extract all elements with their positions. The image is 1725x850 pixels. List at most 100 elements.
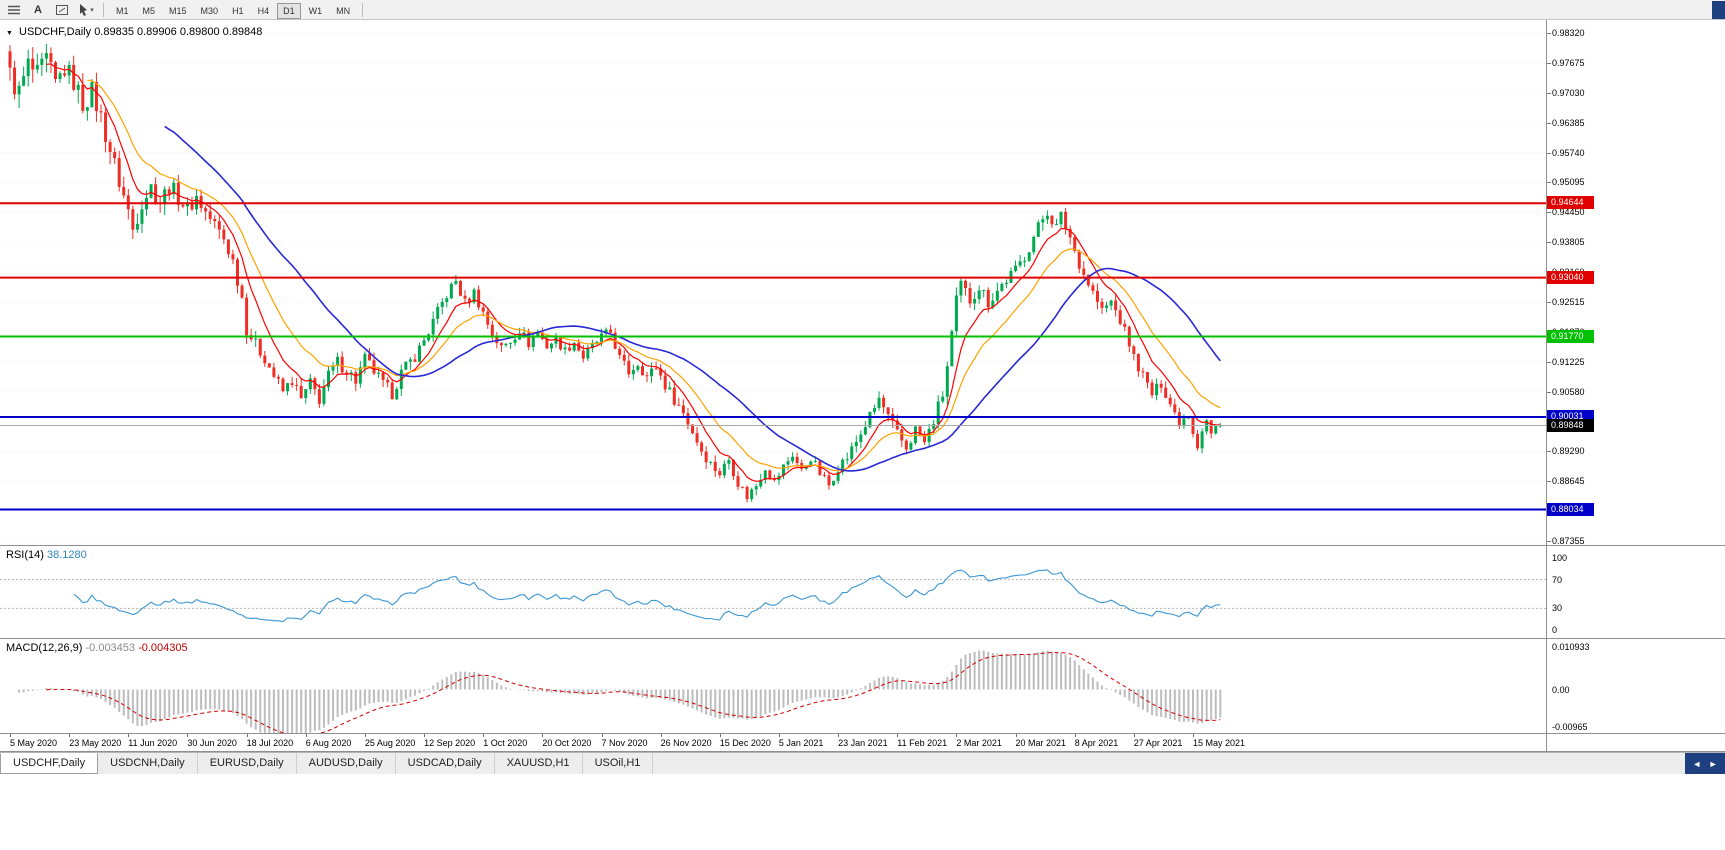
date-tick-label: 25 Aug 2020 <box>364 734 416 748</box>
price-tick-label: 0.91225 <box>1547 356 1585 367</box>
ma-fast-line <box>46 63 1221 482</box>
macd-indicator-label: MACD(12,26,9) -0.003453 -0.004305 <box>6 642 188 654</box>
date-tick-label: 7 Nov 2020 <box>601 734 648 748</box>
timeframe-button-h4[interactable]: H4 <box>257 5 270 16</box>
date-tick-label: 12 Sep 2020 <box>424 734 476 748</box>
pane-separator-main-rsi[interactable] <box>0 545 1725 546</box>
macd-signal-value: -0.004305 <box>138 642 188 654</box>
price-tick-label: 0.95740 <box>1547 147 1585 158</box>
price-tick-label: 0.93805 <box>1547 237 1585 248</box>
chart-window-bottom-border <box>0 751 1725 752</box>
pane-separator-rsi-macd[interactable] <box>0 638 1725 639</box>
chart-object-icon[interactable] <box>51 1 73 18</box>
rsi-scale-label: 100 <box>1552 553 1568 563</box>
tile-windows-icon[interactable] <box>3 1 25 18</box>
timeframe-button-mn[interactable]: MN <box>336 5 351 16</box>
one-click-trading-toggle[interactable]: ▼ <box>6 30 13 37</box>
text-tool-glyph: A <box>34 3 42 16</box>
date-tick-label: 8 Apr 2021 <box>1074 734 1119 748</box>
level-price-badge: 0.88034 <box>1547 502 1594 516</box>
rsi-line <box>73 569 1221 623</box>
macd-chart-canvas[interactable] <box>0 639 1546 733</box>
chart-tab-audusd-daily[interactable]: AUDUSD,Daily <box>297 753 396 774</box>
price-tick-label: 0.96385 <box>1547 117 1585 128</box>
grid-lines <box>0 32 1546 542</box>
timeframe-toolbar: M1 M5 M15 M30 H1 H4 D1 W1 MN <box>109 1 357 19</box>
cursor-tool-icon[interactable]: ▾ <box>75 1 97 18</box>
price-tick-label: 0.97675 <box>1547 57 1585 68</box>
chart-tab-usdcnh-daily[interactable]: USDCNH,Daily <box>98 753 198 774</box>
price-axis[interactable]: 0.98320 0.97675 0.97030 0.96385 0.95740 0.950… <box>1546 20 1725 733</box>
price-tick-label: 0.89290 <box>1547 446 1585 457</box>
rsi-indicator-label: RSI(14) 38.1280 <box>6 549 87 561</box>
timeframe-button-m30[interactable]: M30 <box>200 5 219 16</box>
chart-tab-eurusd-daily[interactable]: EURUSD,Daily <box>198 753 297 774</box>
date-tick-label: 23 Jan 2021 <box>838 734 888 748</box>
price-tick-label: 0.87355 <box>1547 536 1585 546</box>
pane-separator-date-axis <box>0 733 1725 734</box>
toolbar-separator <box>103 2 104 17</box>
timeframe-button-d1[interactable]: D1 <box>277 2 301 19</box>
rsi-scale-label: 70 <box>1552 574 1563 585</box>
price-tick-label: 0.98320 <box>1547 28 1585 38</box>
chart-symbol-label: USDCHF,Daily <box>19 26 92 38</box>
chart-ohlc-values: 0.89835 0.89906 0.89800 0.89848 <box>94 26 263 38</box>
timeframe-button-m15[interactable]: M15 <box>169 5 187 16</box>
timeframe-button-m5[interactable]: M5 <box>142 5 156 16</box>
date-tick-label: 2 Mar 2021 <box>956 734 1002 748</box>
chart-tab-usdcad-daily[interactable]: USDCAD,Daily <box>396 753 495 774</box>
date-tick-label: 18 Jul 2020 <box>246 734 294 748</box>
macd-scale-label: -0.00965 <box>1552 722 1588 732</box>
date-tick-label: 15 May 2021 <box>1193 734 1246 748</box>
date-tick-label: 23 May 2020 <box>69 734 122 748</box>
toolbar-separator <box>362 2 364 17</box>
price-tick-label: 0.94450 <box>1547 207 1585 218</box>
tabs-scroll-right-button[interactable]: ► <box>1708 758 1718 769</box>
price-chart-canvas[interactable] <box>0 20 1546 545</box>
price-tick-label: 0.90580 <box>1547 386 1585 397</box>
price-tick-label: 0.88645 <box>1547 476 1585 487</box>
macd-name: MACD(12,26,9) <box>6 642 83 654</box>
date-axis[interactable]: 5 May 2020 23 May 2020 11 Jun 2020 30 Jun 2… <box>0 734 1546 752</box>
date-tick-label: 27 Apr 2021 <box>1133 734 1183 748</box>
date-tick-label: 20 Oct 2020 <box>542 734 592 748</box>
timeframe-button-m1[interactable]: M1 <box>116 5 129 16</box>
date-tick-label: 5 May 2020 <box>10 734 58 748</box>
chart-title: ▼ USDCHF,Daily 0.89835 0.89906 0.89800 0… <box>6 26 262 38</box>
date-tick-label: 6 Aug 2020 <box>305 734 352 748</box>
tabs-scroll-left-button[interactable]: ◄ <box>1692 758 1702 769</box>
chart-window: ▼ USDCHF,Daily 0.89835 0.89906 0.89800 0… <box>0 20 1725 752</box>
date-tick-label: 5 Jan 2021 <box>778 734 824 748</box>
date-tick-label: 11 Feb 2021 <box>897 734 948 748</box>
date-tick-label: 26 Nov 2020 <box>660 734 712 748</box>
ma-medium-line <box>87 79 1221 472</box>
chart-tab-usoil-h1[interactable]: USOil,H1 <box>583 753 654 774</box>
timeframe-button-h1[interactable]: H1 <box>232 5 244 16</box>
rsi-value: 38.1280 <box>46 549 87 561</box>
toolbar-accent-block <box>1712 1 1725 19</box>
price-tick-label: 0.97030 <box>1547 87 1585 98</box>
price-tick-label: 0.95095 <box>1547 177 1585 188</box>
text-tool-icon[interactable]: A <box>27 1 49 18</box>
rsi-scale-label: 0 <box>1552 625 1558 635</box>
current-price-badge: 0.89848 <box>1547 418 1594 432</box>
date-tick-label: 1 Oct 2020 <box>483 734 528 748</box>
date-tick-label: 11 Jun 2020 <box>128 734 178 748</box>
rsi-name: RSI(14) <box>6 549 44 561</box>
level-price-badge: 0.94644 <box>1547 196 1594 210</box>
timeframe-button-w1[interactable]: W1 <box>308 5 323 16</box>
candlesticks <box>8 44 1222 503</box>
chart-tab-usdchf-daily[interactable]: USDCHF,Daily <box>0 753 99 774</box>
macd-scale-label: 0.00 <box>1552 684 1570 695</box>
chart-tab-xauusd-h1[interactable]: XAUUSD,H1 <box>495 753 583 774</box>
tab-scroll-buttons: ◄ ► <box>1685 753 1725 774</box>
macd-signal-line <box>46 652 1221 733</box>
dropdown-caret-icon: ▾ <box>90 6 94 14</box>
macd-scale-label: 0.010933 <box>1552 642 1590 652</box>
rsi-scale-label: 30 <box>1552 603 1563 614</box>
date-tick-label: 15 Dec 2020 <box>719 734 771 748</box>
rsi-chart-canvas[interactable] <box>0 546 1546 638</box>
date-tick-label: 30 Jun 2020 <box>187 734 237 748</box>
ma-slow-line <box>164 125 1221 472</box>
macd-main-value: -0.003453 <box>85 642 136 654</box>
